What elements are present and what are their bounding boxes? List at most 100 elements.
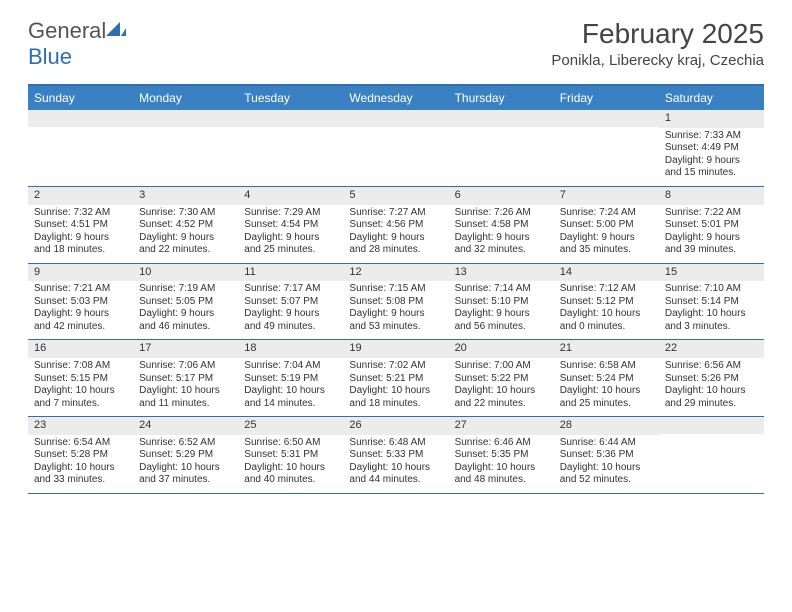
daylight-text: Daylight: 10 hours and 25 minutes. (560, 385, 653, 410)
sunrise-text: Sunrise: 7:12 AM (560, 283, 653, 296)
day-body: Sunrise: 6:56 AMSunset: 5:26 PMDaylight:… (659, 358, 764, 416)
day-body: Sunrise: 7:21 AMSunset: 5:03 PMDaylight:… (28, 281, 133, 339)
daylight-text: Daylight: 9 hours and 32 minutes. (455, 232, 548, 257)
day-number: 11 (238, 264, 343, 282)
sunrise-text: Sunrise: 7:26 AM (455, 207, 548, 220)
day-body: Sunrise: 7:17 AMSunset: 5:07 PMDaylight:… (238, 281, 343, 339)
day-cell: 1Sunrise: 7:33 AMSunset: 4:49 PMDaylight… (659, 110, 764, 186)
sunrise-text: Sunrise: 7:33 AM (665, 130, 758, 143)
day-body (554, 127, 659, 185)
sunset-text: Sunset: 5:36 PM (560, 449, 653, 462)
sunrise-text: Sunrise: 7:22 AM (665, 207, 758, 220)
daylight-text: Daylight: 9 hours and 39 minutes. (665, 232, 758, 257)
day-body: Sunrise: 7:26 AMSunset: 4:58 PMDaylight:… (449, 205, 554, 263)
sunset-text: Sunset: 4:56 PM (349, 219, 442, 232)
sunrise-text: Sunrise: 6:58 AM (560, 360, 653, 373)
daylight-text: Daylight: 10 hours and 33 minutes. (34, 462, 127, 487)
daylight-text: Daylight: 9 hours and 46 minutes. (139, 308, 232, 333)
daylight-text: Daylight: 10 hours and 40 minutes. (244, 462, 337, 487)
day-number: 12 (343, 264, 448, 282)
sunrise-text: Sunrise: 7:21 AM (34, 283, 127, 296)
sunset-text: Sunset: 5:14 PM (665, 296, 758, 309)
brand-name: General Blue (28, 18, 126, 70)
day-number: 10 (133, 264, 238, 282)
day-body: Sunrise: 6:58 AMSunset: 5:24 PMDaylight:… (554, 358, 659, 416)
day-number: 24 (133, 417, 238, 435)
brand-part1: General (28, 18, 106, 43)
sunset-text: Sunset: 5:08 PM (349, 296, 442, 309)
sunset-text: Sunset: 5:01 PM (665, 219, 758, 232)
empty-cell (554, 110, 659, 186)
day-body: Sunrise: 7:29 AMSunset: 4:54 PMDaylight:… (238, 205, 343, 263)
daylight-text: Daylight: 10 hours and 48 minutes. (455, 462, 548, 487)
sunrise-text: Sunrise: 7:04 AM (244, 360, 337, 373)
day-body (659, 434, 764, 492)
sunrise-text: Sunrise: 6:52 AM (139, 437, 232, 450)
month-title: February 2025 (551, 18, 764, 50)
sunset-text: Sunset: 4:54 PM (244, 219, 337, 232)
sunrise-text: Sunrise: 7:08 AM (34, 360, 127, 373)
day-number: 16 (28, 340, 133, 358)
day-cell: 16Sunrise: 7:08 AMSunset: 5:15 PMDayligh… (28, 340, 133, 416)
day-body: Sunrise: 7:04 AMSunset: 5:19 PMDaylight:… (238, 358, 343, 416)
day-number: 20 (449, 340, 554, 358)
day-number: 23 (28, 417, 133, 435)
day-body (343, 127, 448, 185)
daylight-text: Daylight: 9 hours and 53 minutes. (349, 308, 442, 333)
sunrise-text: Sunrise: 6:48 AM (349, 437, 442, 450)
day-cell: 10Sunrise: 7:19 AMSunset: 5:05 PMDayligh… (133, 264, 238, 340)
day-number: 28 (554, 417, 659, 435)
week-row: 9Sunrise: 7:21 AMSunset: 5:03 PMDaylight… (28, 264, 764, 341)
sunrise-text: Sunrise: 7:17 AM (244, 283, 337, 296)
week-row: 23Sunrise: 6:54 AMSunset: 5:28 PMDayligh… (28, 417, 764, 494)
empty-cell (133, 110, 238, 186)
sunset-text: Sunset: 5:07 PM (244, 296, 337, 309)
day-cell: 6Sunrise: 7:26 AMSunset: 4:58 PMDaylight… (449, 187, 554, 263)
sunrise-text: Sunrise: 7:32 AM (34, 207, 127, 220)
day-number (449, 110, 554, 127)
sunset-text: Sunset: 4:51 PM (34, 219, 127, 232)
day-cell: 11Sunrise: 7:17 AMSunset: 5:07 PMDayligh… (238, 264, 343, 340)
daylight-text: Daylight: 10 hours and 29 minutes. (665, 385, 758, 410)
sail-icon (106, 18, 126, 36)
day-cell: 21Sunrise: 6:58 AMSunset: 5:24 PMDayligh… (554, 340, 659, 416)
day-number: 9 (28, 264, 133, 282)
day-cell: 19Sunrise: 7:02 AMSunset: 5:21 PMDayligh… (343, 340, 448, 416)
day-cell: 13Sunrise: 7:14 AMSunset: 5:10 PMDayligh… (449, 264, 554, 340)
day-cell: 12Sunrise: 7:15 AMSunset: 5:08 PMDayligh… (343, 264, 448, 340)
day-header-cell: Friday (554, 86, 659, 110)
daylight-text: Daylight: 9 hours and 25 minutes. (244, 232, 337, 257)
sunrise-text: Sunrise: 7:30 AM (139, 207, 232, 220)
day-number (28, 110, 133, 127)
daylight-text: Daylight: 10 hours and 3 minutes. (665, 308, 758, 333)
day-cell: 7Sunrise: 7:24 AMSunset: 5:00 PMDaylight… (554, 187, 659, 263)
day-header-cell: Tuesday (238, 86, 343, 110)
sunset-text: Sunset: 5:24 PM (560, 373, 653, 386)
day-number (343, 110, 448, 127)
day-number: 2 (28, 187, 133, 205)
day-number: 7 (554, 187, 659, 205)
day-body: Sunrise: 7:22 AMSunset: 5:01 PMDaylight:… (659, 205, 764, 263)
day-number: 13 (449, 264, 554, 282)
day-number (133, 110, 238, 127)
day-number (659, 417, 764, 434)
daylight-text: Daylight: 10 hours and 18 minutes. (349, 385, 442, 410)
sunrise-text: Sunrise: 6:50 AM (244, 437, 337, 450)
daylight-text: Daylight: 10 hours and 44 minutes. (349, 462, 442, 487)
day-cell: 24Sunrise: 6:52 AMSunset: 5:29 PMDayligh… (133, 417, 238, 493)
sunrise-text: Sunrise: 6:54 AM (34, 437, 127, 450)
sunrise-text: Sunrise: 6:46 AM (455, 437, 548, 450)
brand-logo: General Blue (28, 18, 126, 70)
day-body: Sunrise: 7:32 AMSunset: 4:51 PMDaylight:… (28, 205, 133, 263)
day-body: Sunrise: 6:48 AMSunset: 5:33 PMDaylight:… (343, 435, 448, 493)
sunset-text: Sunset: 5:00 PM (560, 219, 653, 232)
day-number: 22 (659, 340, 764, 358)
day-body: Sunrise: 6:50 AMSunset: 5:31 PMDaylight:… (238, 435, 343, 493)
location-text: Ponikla, Liberecky kraj, Czechia (551, 52, 764, 69)
sunset-text: Sunset: 5:29 PM (139, 449, 232, 462)
sunrise-text: Sunrise: 7:02 AM (349, 360, 442, 373)
day-cell: 27Sunrise: 6:46 AMSunset: 5:35 PMDayligh… (449, 417, 554, 493)
day-body: Sunrise: 7:24 AMSunset: 5:00 PMDaylight:… (554, 205, 659, 263)
day-header-cell: Thursday (449, 86, 554, 110)
sunset-text: Sunset: 5:31 PM (244, 449, 337, 462)
